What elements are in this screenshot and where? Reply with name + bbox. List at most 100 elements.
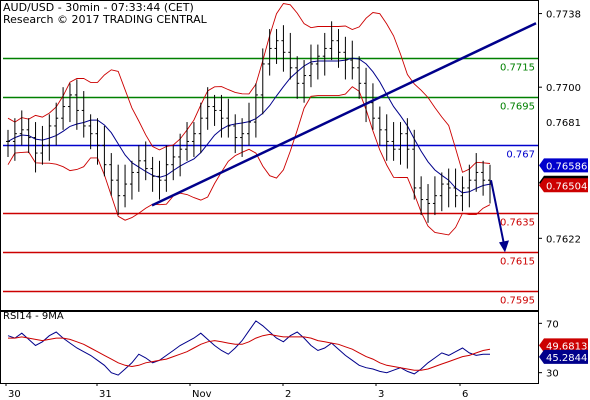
price-bar (308, 44, 313, 88)
time-tick-label-4: 3 (378, 389, 384, 400)
price-partial-label: 0.7681 (546, 118, 581, 129)
price-bar (240, 118, 245, 157)
rsi-badge-1: 45.2844 (539, 349, 588, 364)
price-bar (391, 122, 396, 161)
price-bar (260, 48, 265, 115)
price-bar (178, 133, 183, 177)
level-label-5: 0.7595 (500, 296, 535, 307)
price-bar (129, 160, 134, 200)
price-bar (95, 118, 100, 165)
price-bar (47, 114, 52, 161)
price-bar (315, 44, 320, 80)
price-tick-label-0: 0.7738 (546, 10, 581, 21)
main-panel-grid (0, 0, 539, 384)
rsi-panel-title: RSI14 - 9MA (3, 311, 64, 322)
price-bar (253, 83, 258, 138)
price-bar (136, 145, 141, 192)
price-bar (226, 98, 231, 138)
bollinger-bands (7, 3, 491, 236)
rsi-panel-frame (0, 311, 539, 384)
price-bar (40, 125, 45, 165)
price-bar (329, 21, 334, 61)
price-bars (6, 21, 492, 223)
price-bar (26, 118, 31, 154)
time-tick-label-0: 30 (8, 389, 21, 400)
chart-header-title: AUD/USD - 30min - 07:33:44 (CET) (3, 1, 194, 14)
chart-header-copyright: Research © 2017 TRADING CENTRAL (3, 13, 207, 26)
price-bar (81, 91, 86, 138)
price-bar (419, 176, 424, 216)
lower-band-line (7, 86, 491, 236)
price-bar (446, 168, 451, 208)
price-bar (405, 118, 410, 169)
price-badge-2: 0.76504 (539, 178, 588, 193)
price-bar (123, 164, 128, 208)
rsi-badge-0: 49.6813 (539, 338, 588, 353)
trendline-group (151, 22, 537, 253)
time-tick-label-5: 6 (462, 389, 468, 400)
time-tick-label-3: 2 (285, 389, 291, 400)
price-bar (185, 122, 190, 161)
price-bar (61, 87, 66, 130)
price-bar (426, 184, 431, 223)
price-bar (219, 94, 224, 138)
projection-arrow-head (499, 240, 509, 253)
price-bar (67, 83, 72, 123)
rsi-tick-label-1: 30 (546, 369, 559, 380)
price-bar (302, 60, 307, 103)
price-bar (109, 153, 114, 196)
price-badge-0: 0.76586 (539, 158, 588, 173)
price-bar (274, 29, 279, 64)
price-tick-label-1: 0.7700 (546, 83, 581, 94)
rsi-badge-bg (539, 338, 588, 353)
price-bar (295, 56, 300, 99)
price-bar (412, 129, 417, 200)
price-badge-label: 0.76586 (546, 161, 587, 172)
price-bar (481, 160, 486, 196)
level-label-1: 0.7695 (500, 102, 535, 113)
main-panel-frame (0, 0, 539, 311)
rsi-line (7, 320, 490, 376)
time-tick-label-2: Nov (192, 389, 212, 400)
price-bar (467, 164, 472, 208)
price-bar (336, 29, 341, 68)
price-bar (157, 160, 162, 200)
level-label-0: 0.7715 (500, 63, 535, 74)
price-bar (6, 129, 10, 157)
price-bar (370, 83, 375, 130)
trendline (151, 22, 537, 207)
price-bar (116, 164, 121, 216)
rsi-ma-line (8, 333, 491, 371)
price-bar (267, 29, 272, 76)
rsi-badge-bg (539, 349, 588, 364)
rsi-tick-label-0: 70 (546, 319, 559, 330)
price-bar (432, 176, 437, 216)
price-bar (143, 141, 148, 181)
price-tick-label-2: 0.7622 (546, 234, 581, 245)
price-bar (350, 40, 355, 80)
price-bar (12, 118, 17, 161)
price-bar (474, 153, 479, 192)
level-label-3: 0.7635 (500, 218, 535, 229)
price-bar (460, 176, 465, 212)
price-bar (377, 106, 382, 146)
price-bar (384, 114, 389, 161)
price-bar (19, 110, 24, 146)
price-bar (453, 168, 458, 208)
price-bar (439, 172, 444, 212)
rsi-badge-label: 45.2844 (546, 353, 587, 364)
level-label-2: 0.767 (506, 150, 535, 161)
price-bar (247, 102, 251, 146)
price-bar (212, 94, 217, 126)
price-bar (233, 114, 238, 154)
price-axis: 0.77380.77000.76220.76810.765860.765070.… (538, 10, 588, 245)
price-bar (164, 145, 169, 192)
price-bar (54, 102, 59, 146)
horizontal-levels: 0.7715 0.7695 0.767 0.7635 0.7615 0.7595 (3, 57, 538, 307)
price-bar (74, 79, 79, 130)
price-badge-label: 0.76504 (546, 181, 587, 192)
price-badge-bg (539, 178, 588, 193)
projection-arrow-shaft (490, 179, 505, 245)
